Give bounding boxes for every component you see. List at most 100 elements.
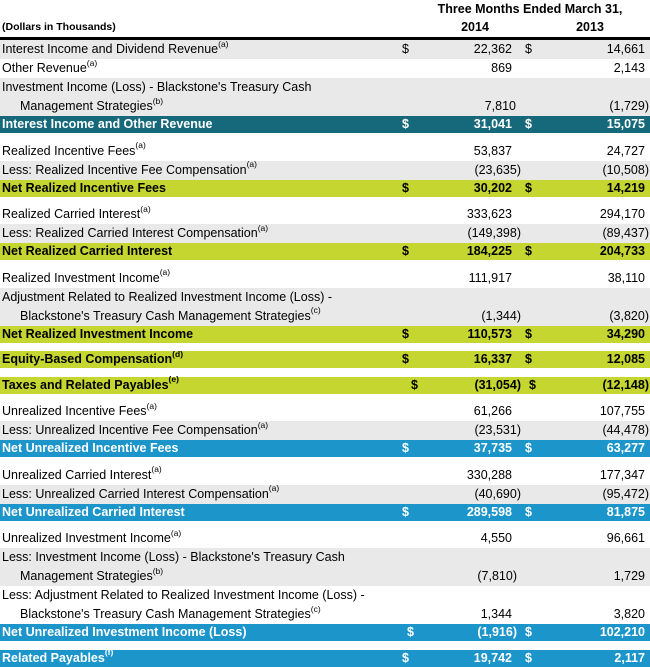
row-label: Net Unrealized Investment Income (Loss) [2, 625, 247, 639]
dollar-sign-2013: $ [525, 352, 532, 366]
dollar-sign-2014: $ [402, 441, 409, 455]
value-2014: (7,810) [477, 569, 517, 583]
dollar-sign-2014: $ [402, 352, 409, 366]
row-label: Investment Income (Loss) - Blackstone's … [2, 80, 312, 113]
dollar-sign-2014: $ [402, 244, 409, 258]
value-2013: 1,729 [613, 569, 645, 583]
value-2014: 53,837 [473, 143, 512, 158]
footnote-marker: (d) [172, 348, 184, 359]
footnote-marker: (a) [146, 400, 157, 411]
footnote-marker: (a) [151, 464, 162, 475]
table-row: Net Unrealized Investment Income (Loss) $… [0, 624, 650, 641]
table-row: Less: Realized Carried Interest Compensa… [0, 224, 650, 243]
value-2014: (23,635) [474, 162, 521, 177]
dollar-sign-2013: $ [525, 625, 532, 639]
dollar-sign-2014 [396, 529, 428, 548]
dollar-sign-2013 [517, 567, 557, 586]
footnote-marker: (a) [257, 222, 269, 233]
dollar-sign-2014: $ [402, 117, 409, 131]
value-2014: 184,225 [466, 244, 512, 258]
footnote-marker: (a) [159, 267, 171, 278]
row-label: Net Realized Carried Interest [2, 244, 173, 258]
value-2014: 31,041 [473, 117, 512, 131]
table-row: Interest Income and Dividend Revenue(a) $… [0, 40, 650, 59]
value-2013: (10,508) [602, 162, 649, 177]
section-gap [0, 393, 650, 402]
footnote-marker: (c) [310, 603, 321, 614]
section-gap [0, 457, 650, 466]
dollar-sign-2013 [517, 529, 557, 548]
dollar-sign-2014 [405, 161, 437, 180]
footnote-marker: (b) [152, 95, 164, 106]
footnote-marker: (b) [152, 565, 164, 576]
dollar-sign-2014: $ [402, 650, 409, 665]
units-label: (Dollars in Thousands) [2, 21, 116, 33]
value-2013: (95,472) [602, 486, 649, 501]
table-row: Unrealized Carried Interest(a) 330,288 177… [0, 464, 650, 485]
value-2013: 14,661 [606, 42, 645, 56]
row-label: Net Realized Incentive Fees [2, 180, 166, 195]
footnote-marker: (a) [218, 38, 229, 49]
dollar-sign-2013 [517, 466, 557, 485]
dollar-sign-2013 [517, 142, 557, 161]
table-rows: Interest Income and Dividend Revenue(a) $… [0, 40, 650, 667]
dollar-sign-2013 [521, 224, 561, 243]
row-label: Net Unrealized Carried Interest [2, 504, 185, 519]
row-label: Related Payables(f) [2, 647, 114, 665]
row-label: Interest Income and Dividend Revenue(a) [2, 38, 229, 56]
dollar-sign-2013: $ [525, 441, 532, 455]
footnote-marker: (a) [268, 483, 280, 494]
value-2013: 294,170 [599, 207, 645, 221]
dollar-sign-2014: $ [402, 326, 409, 341]
dollar-sign-2014 [396, 605, 428, 624]
value-2013: 14,219 [606, 180, 645, 195]
value-2013: (3,820) [609, 308, 649, 323]
row-label: Realized Carried Interest(a) [2, 203, 151, 221]
value-2013: 2,143 [613, 61, 645, 75]
table-row: Realized Investment Income(a) 111,917 38,1… [0, 267, 650, 288]
value-2014: 330,288 [466, 467, 512, 482]
row-label: Less: Realized Incentive Fee Compensatio… [2, 159, 257, 177]
dollar-sign-2014 [405, 421, 437, 440]
dollar-sign-2013 [517, 269, 557, 288]
dollar-sign-2014: $ [411, 377, 418, 392]
footnote-marker: (a) [86, 57, 98, 68]
dollar-sign-2014 [396, 269, 428, 288]
dollar-sign-2014 [405, 224, 437, 243]
dollar-sign-2013 [517, 402, 557, 421]
value-2013: (12,148) [602, 377, 649, 392]
value-2013: 15,075 [606, 117, 645, 131]
column-header-row: (Dollars in Thousands) 2014 2013 [0, 18, 650, 37]
value-2013: 107,755 [599, 404, 645, 418]
value-2014: 30,202 [473, 180, 512, 195]
dollar-sign-2014 [396, 205, 428, 224]
footnote-marker: (c) [310, 305, 321, 316]
section-gap [0, 260, 650, 269]
dollar-sign-2014 [405, 485, 437, 504]
table-row: Adjustment Related to Realized Investmen… [0, 287, 650, 326]
dollar-sign-2013: $ [525, 650, 532, 665]
dollar-sign-2014: $ [402, 180, 409, 195]
table-row: Realized Incentive Fees(a) 53,837 24,727 [0, 141, 650, 161]
dollar-sign-2014 [396, 402, 428, 421]
dollar-sign-2014 [396, 59, 428, 78]
value-2013: 177,347 [599, 467, 645, 482]
dollar-sign-2013: $ [525, 504, 532, 519]
value-2013: 24,727 [606, 143, 645, 158]
value-2014: (23,531) [474, 423, 521, 437]
value-2014: 19,742 [473, 650, 512, 665]
table-row: Less: Investment Income (Loss) - Blackst… [0, 548, 650, 586]
table-row: Taxes and Related Payables(e) $ (31,054) $ (… [0, 375, 650, 394]
table-row: Unrealized Incentive Fees(a) 61,266 107,75… [0, 402, 650, 421]
value-2013: 2,117 [614, 650, 645, 665]
value-2014: 1,344 [480, 607, 512, 621]
dollar-sign-2013 [521, 97, 561, 116]
dollar-sign-2013 [521, 485, 561, 504]
footnote-marker: (a) [246, 159, 257, 170]
value-2014: 37,735 [473, 441, 512, 455]
value-2013: 204,733 [599, 244, 645, 258]
footnote-marker: (f) [104, 647, 114, 658]
table-row: Net Realized Incentive Fees $30,202 $14,21… [0, 179, 650, 197]
value-2013: 63,277 [606, 441, 645, 455]
